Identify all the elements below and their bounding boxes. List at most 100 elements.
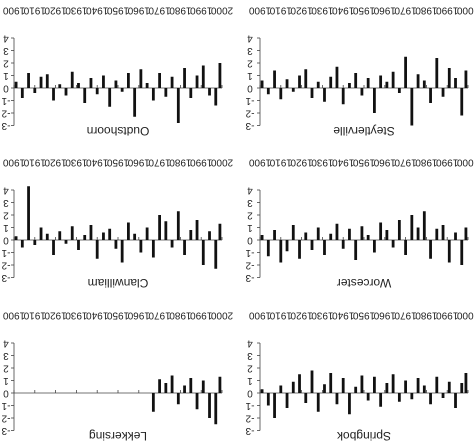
bar [397, 88, 401, 93]
x-tick-label: 1940 [86, 4, 109, 15]
y-tick-label: 1 [247, 70, 253, 81]
bar [404, 240, 407, 255]
bar [335, 393, 339, 405]
bar [379, 393, 383, 407]
bar [208, 231, 211, 240]
bar [64, 88, 68, 96]
y-tick-label: 1 [247, 222, 253, 233]
bar [218, 376, 222, 393]
bar [145, 227, 149, 240]
bar [189, 88, 193, 98]
y-tick-label: 1 [247, 375, 253, 386]
x-tick-label: 1970 [394, 309, 417, 320]
x-tick-label: 1960 [127, 309, 150, 320]
x-tick-label: 1930 [65, 4, 88, 15]
bar [435, 228, 439, 240]
x-tick-label: 1910 [269, 4, 292, 15]
x-tick-label: 1970 [148, 156, 171, 167]
x-tick-label: 1930 [65, 156, 88, 167]
y-tick-label: 2 [247, 57, 253, 68]
bar [164, 88, 168, 97]
bar [410, 393, 414, 400]
bar [348, 228, 351, 240]
bar [366, 78, 370, 88]
bar [273, 70, 276, 88]
bar [447, 381, 451, 393]
panel-title: Clanwilliam [88, 276, 149, 290]
bar [70, 226, 74, 240]
bar [304, 69, 308, 88]
x-tick-label: 1910 [23, 309, 46, 320]
bar [102, 75, 105, 88]
y-tick-label: 3 [247, 350, 253, 361]
y-tick-label: 0 [247, 82, 253, 93]
bar [316, 227, 320, 240]
bar [170, 240, 174, 248]
bar [20, 88, 24, 98]
bar [214, 88, 218, 106]
x-tick-label: 1940 [332, 156, 355, 167]
bar [464, 227, 468, 240]
bar [27, 73, 30, 88]
y-tick-label: -2 [245, 259, 254, 270]
x-tick-label: 1920 [44, 309, 67, 320]
bar [52, 240, 55, 255]
bar [39, 227, 43, 240]
x-tick-label: 1960 [127, 156, 150, 167]
bar [77, 83, 80, 88]
bar [454, 393, 457, 408]
bar [83, 88, 87, 103]
y-tick-label: -2 [245, 412, 254, 423]
panel-title: Lekkersing [89, 429, 147, 443]
x-tick-label: 1940 [86, 156, 109, 167]
y-tick-label: 2 [247, 362, 253, 373]
bar [304, 232, 308, 240]
bar [291, 225, 295, 240]
bar [341, 240, 345, 249]
bar [323, 240, 326, 255]
bar [441, 225, 445, 240]
bar [285, 79, 289, 88]
bar [183, 385, 186, 393]
bar [348, 393, 351, 415]
x-tick-label: 1960 [373, 4, 396, 15]
bar [385, 81, 389, 88]
x-tick-label: 1980 [169, 156, 192, 167]
x-tick-label: 1990 [190, 156, 213, 167]
bar [89, 225, 93, 240]
bar [291, 381, 295, 393]
x-tick-label: 1980 [415, 156, 438, 167]
bar [273, 230, 276, 240]
bar [201, 240, 205, 265]
x-tick-label: 1910 [269, 156, 292, 167]
bar [285, 393, 289, 408]
bar [260, 389, 264, 393]
x-tick-label: 2000 [210, 156, 233, 167]
bar [298, 75, 301, 88]
y-tick-label: -1 [1, 400, 10, 411]
x-tick-label: 1950 [352, 156, 375, 167]
bar [391, 71, 395, 88]
bar [435, 376, 439, 393]
y-tick-label: 2 [3, 57, 9, 68]
bar [58, 84, 62, 88]
bar [429, 393, 432, 405]
bar [102, 232, 105, 240]
x-tick-label: 2000 [456, 4, 474, 15]
bar [460, 88, 464, 116]
bar [77, 240, 80, 250]
bar [429, 88, 432, 103]
y-tick-label: 2 [247, 209, 253, 220]
x-tick-label: 1900 [2, 4, 25, 15]
bar [416, 227, 420, 240]
bar [416, 378, 420, 393]
y-tick-label: -1 [245, 95, 254, 106]
bar [354, 386, 358, 393]
bar [373, 376, 376, 393]
bar [279, 240, 283, 263]
y-tick-label: -1 [1, 247, 10, 258]
bar [304, 393, 308, 403]
bar [354, 240, 358, 260]
bar [354, 73, 358, 88]
